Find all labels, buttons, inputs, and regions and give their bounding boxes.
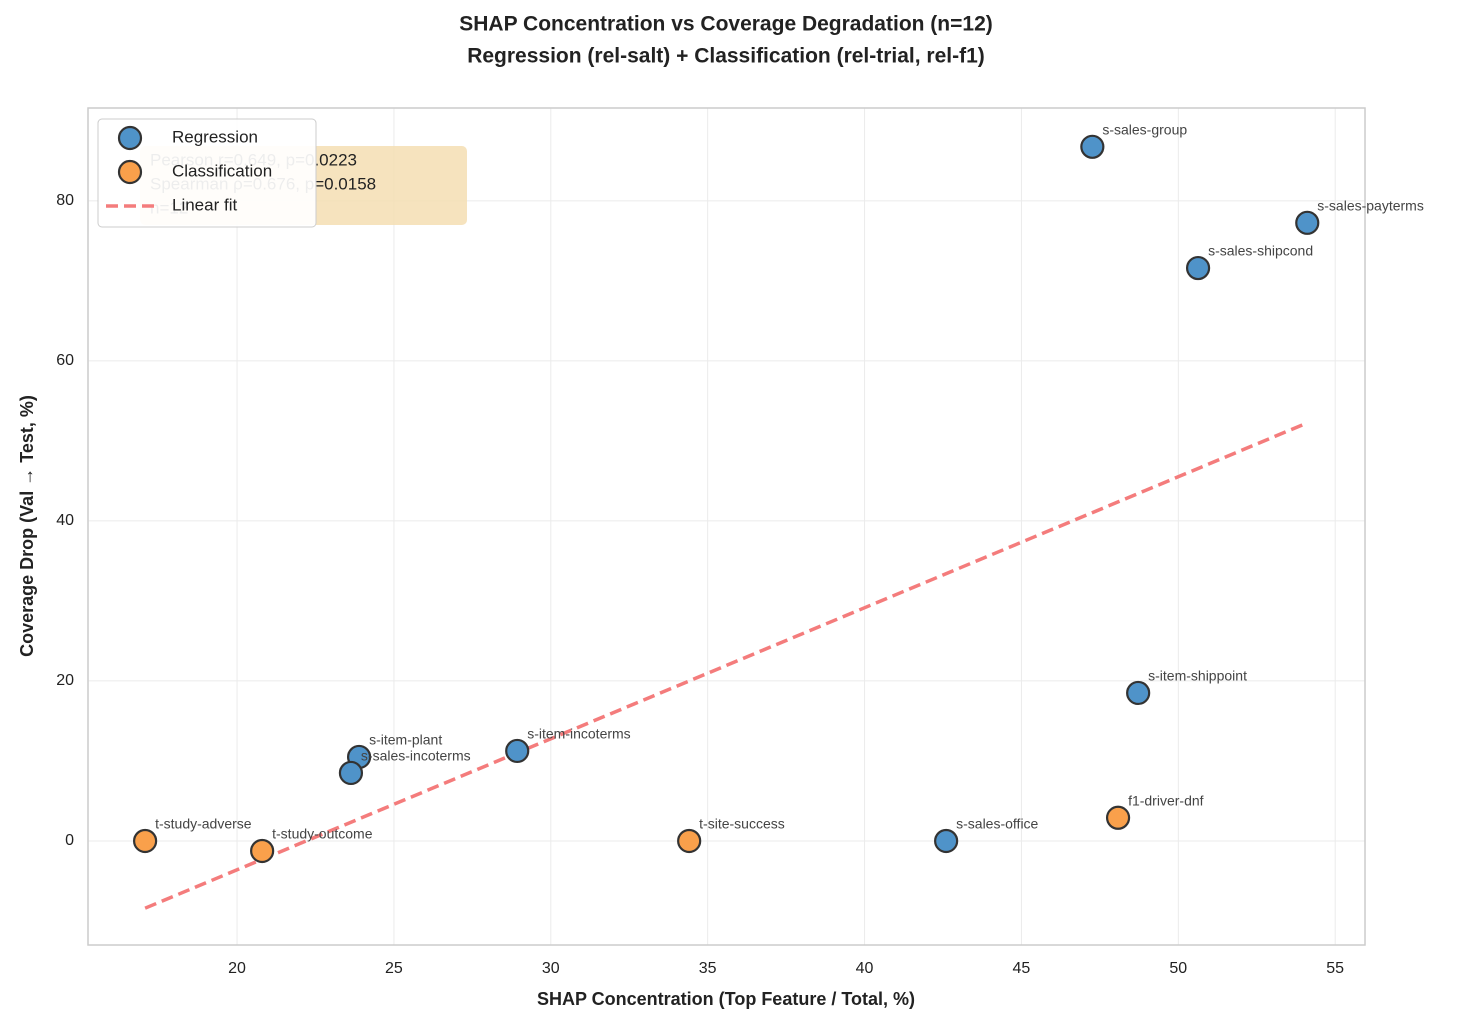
- x-tick-label: 50: [1169, 960, 1187, 977]
- legend-label: Linear fit: [172, 195, 237, 214]
- x-tick-label: 45: [1013, 960, 1031, 977]
- point-label: s-item-shippoint: [1148, 668, 1247, 684]
- y-tick-label: 40: [56, 512, 74, 529]
- x-axis-label: SHAP Concentration (Top Feature / Total,…: [537, 989, 915, 1009]
- point-label: s-sales-group: [1102, 122, 1187, 138]
- point: [250, 838, 275, 864]
- legend-label: Regression: [172, 127, 258, 146]
- plot-frame: [87, 107, 1366, 946]
- point-label: s-sales-payterms: [1317, 198, 1424, 214]
- point-label: s-item-incoterms: [527, 726, 630, 742]
- y-tick-label: 20: [56, 672, 74, 689]
- x-tick-label: 55: [1326, 960, 1344, 977]
- point: [1185, 255, 1211, 281]
- y-axis-label: Coverage Drop (Val → Test, %): [17, 395, 37, 657]
- point: [1295, 210, 1320, 235]
- legend-label: Classification: [172, 161, 272, 180]
- chart-title: SHAP Concentration vs Coverage Degradati…: [459, 13, 993, 36]
- point: [338, 760, 364, 786]
- fit-line: [144, 421, 1308, 910]
- point: [934, 828, 959, 854]
- point: [1080, 134, 1105, 159]
- x-tick-label: 40: [856, 960, 874, 977]
- point-label: f1-driver-dnf: [1128, 792, 1204, 808]
- point: [1126, 680, 1151, 706]
- point: [133, 828, 158, 854]
- point: [677, 828, 702, 854]
- y-tick-label: 60: [56, 352, 74, 369]
- x-tick-label: 35: [699, 960, 717, 977]
- point-label: s-sales-office: [956, 816, 1038, 832]
- point-label: t-study-outcome: [272, 826, 373, 842]
- legend-marker: [117, 159, 143, 185]
- legend-box: [97, 118, 317, 228]
- x-tick-label: 25: [385, 960, 403, 977]
- x-tick-label: 20: [228, 960, 246, 977]
- point-label: s-item-plant: [369, 732, 442, 748]
- point-label: t-site-success: [699, 816, 785, 832]
- y-tick-label: 0: [65, 832, 74, 849]
- point-label: t-study-adverse: [155, 816, 252, 832]
- point-label: s-sales-incoterms: [361, 748, 471, 764]
- point: [505, 738, 530, 764]
- chart-subtitle: Regression (rel-salt) + Classification (…: [467, 45, 985, 68]
- point-label: s-sales-shipcond: [1208, 243, 1313, 259]
- x-tick-label: 30: [542, 960, 560, 977]
- legend-marker: [117, 125, 143, 151]
- y-tick-label: 80: [56, 192, 74, 209]
- point: [1105, 805, 1131, 830]
